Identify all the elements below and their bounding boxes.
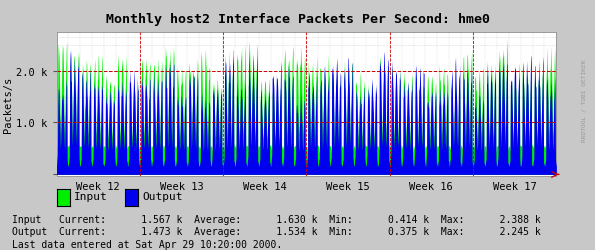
Text: RRDTOOL / TOBI OETIKER: RRDTOOL / TOBI OETIKER	[582, 59, 587, 141]
Y-axis label: Packets/s: Packets/s	[4, 76, 14, 132]
Text: Output: Output	[143, 191, 183, 201]
Text: Output  Current:      1.473 k  Average:      1.534 k  Min:      0.375 k  Max:   : Output Current: 1.473 k Average: 1.534 k…	[12, 226, 541, 236]
Text: Input   Current:      1.567 k  Average:      1.630 k  Min:      0.414 k  Max:   : Input Current: 1.567 k Average: 1.630 k …	[12, 214, 541, 224]
Text: Monthly host2 Interface Packets Per Second: hme0: Monthly host2 Interface Packets Per Seco…	[105, 13, 490, 26]
Text: Last data entered at Sat Apr 29 10:20:00 2000.: Last data entered at Sat Apr 29 10:20:00…	[12, 239, 282, 249]
Text: Input: Input	[74, 191, 108, 201]
